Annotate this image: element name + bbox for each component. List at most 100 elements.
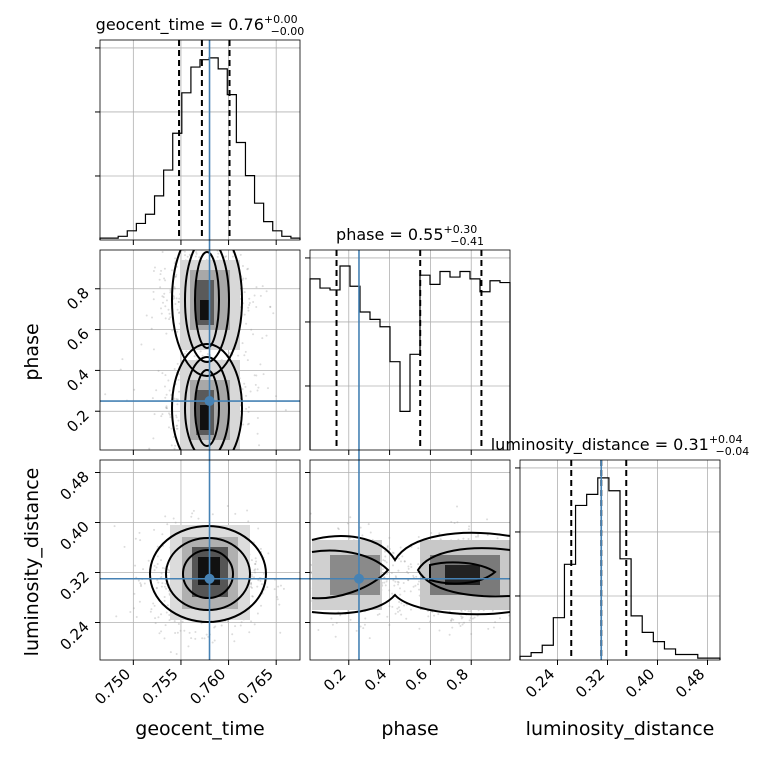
scatter-point xyxy=(159,273,162,276)
scatter-point xyxy=(239,253,242,256)
scatter-point xyxy=(386,572,389,575)
scatter-point xyxy=(456,505,459,508)
scatter-point xyxy=(412,574,415,577)
scatter-point xyxy=(269,305,272,308)
scatter-point xyxy=(248,631,251,634)
y-tick-label: 0.2 xyxy=(63,406,93,436)
scatter-point xyxy=(250,573,253,576)
scatter-point xyxy=(161,251,164,254)
scatter-point xyxy=(254,562,257,565)
scatter-point xyxy=(385,561,388,564)
scatter-point xyxy=(179,629,182,632)
scatter-point xyxy=(194,637,197,640)
scatter-point xyxy=(160,312,163,315)
scatter-point xyxy=(160,575,163,578)
scatter-point xyxy=(164,515,167,518)
scatter-point xyxy=(233,640,236,643)
scatter-point xyxy=(170,444,173,447)
scatter-point xyxy=(152,348,155,351)
title-plus: +0.00 xyxy=(264,13,298,26)
scatter-point xyxy=(275,395,278,398)
scatter-point xyxy=(398,609,401,612)
scatter-point xyxy=(407,567,410,570)
scatter-point xyxy=(439,538,442,541)
scatter-point xyxy=(359,625,362,628)
scatter-point xyxy=(241,388,244,391)
scatter-point xyxy=(192,509,195,512)
scatter-point xyxy=(163,585,166,588)
scatter-point xyxy=(396,607,399,610)
scatter-point xyxy=(412,585,415,588)
scatter-point xyxy=(234,512,237,515)
title-minus: −0.04 xyxy=(716,445,750,458)
contour-line xyxy=(184,250,230,363)
scatter-point xyxy=(241,342,244,345)
scatter-point xyxy=(473,616,476,619)
scatter-point xyxy=(163,292,166,295)
scatter-point xyxy=(163,385,166,388)
scatter-point xyxy=(448,633,451,636)
frames-layer xyxy=(95,39,721,665)
scatter-point xyxy=(151,316,154,319)
scatter-point xyxy=(257,527,260,530)
scatter-point xyxy=(154,622,157,625)
scatter-point xyxy=(458,622,461,625)
scatter-point xyxy=(137,579,140,582)
panel-frame xyxy=(99,249,301,451)
scatter-point xyxy=(460,615,463,618)
scatter-point xyxy=(391,592,394,595)
scatter-point xyxy=(288,552,290,554)
scatter-point xyxy=(175,273,178,276)
x-tick-label: 0.760 xyxy=(186,665,229,708)
scatter-point xyxy=(392,579,395,582)
scatter-point xyxy=(256,612,259,615)
scatter-point xyxy=(174,632,177,635)
scatter-point xyxy=(471,617,474,620)
scatter-point xyxy=(174,521,177,524)
scatter-point xyxy=(304,575,306,577)
scatter-point xyxy=(520,600,522,602)
scatter-point xyxy=(487,627,490,630)
panel-frame xyxy=(309,249,511,451)
scatter-point xyxy=(527,579,529,581)
scatter-point xyxy=(161,566,164,569)
y-axis-label-phase: phase xyxy=(21,323,43,380)
scatter-point xyxy=(384,559,387,562)
y-axis-label-luminosity-distance: luminosity_distance xyxy=(21,468,43,657)
scatter-point xyxy=(227,455,229,457)
scatter-point xyxy=(152,270,155,273)
scatter-point xyxy=(262,456,264,458)
scatter-point xyxy=(417,563,420,566)
scatter-point xyxy=(403,590,406,593)
scatter-point xyxy=(194,630,197,633)
scatter-point xyxy=(279,584,282,587)
scatter-point xyxy=(164,305,167,308)
scatter-point xyxy=(512,573,514,575)
scatter-point xyxy=(234,625,237,628)
scatter-point xyxy=(508,614,510,617)
x-tick-label: 0.32 xyxy=(572,665,608,701)
scatter-point xyxy=(347,609,350,612)
scatter-point xyxy=(177,300,180,303)
scatter-point xyxy=(169,291,172,294)
scatter-point xyxy=(417,536,420,539)
scatter-point xyxy=(226,620,229,623)
scatter-point xyxy=(261,337,264,340)
scatter-point xyxy=(119,368,122,371)
scatter-point xyxy=(167,568,170,571)
scatter-point xyxy=(167,308,170,311)
scatter-point xyxy=(376,613,379,616)
marks-layer xyxy=(99,40,721,660)
x-axis-label-geocent-time: geocent_time xyxy=(135,718,264,740)
scatter-point xyxy=(247,306,250,309)
scatter-point xyxy=(279,631,282,634)
scatter-point xyxy=(175,653,178,656)
scatter-point xyxy=(104,393,107,396)
scatter-point xyxy=(337,527,340,530)
scatter-point xyxy=(185,350,188,353)
scatter-point xyxy=(433,614,436,617)
scatter-point xyxy=(257,386,260,389)
scatter-point xyxy=(165,407,168,410)
panel-frame xyxy=(99,39,301,241)
scatter-point xyxy=(403,604,406,607)
